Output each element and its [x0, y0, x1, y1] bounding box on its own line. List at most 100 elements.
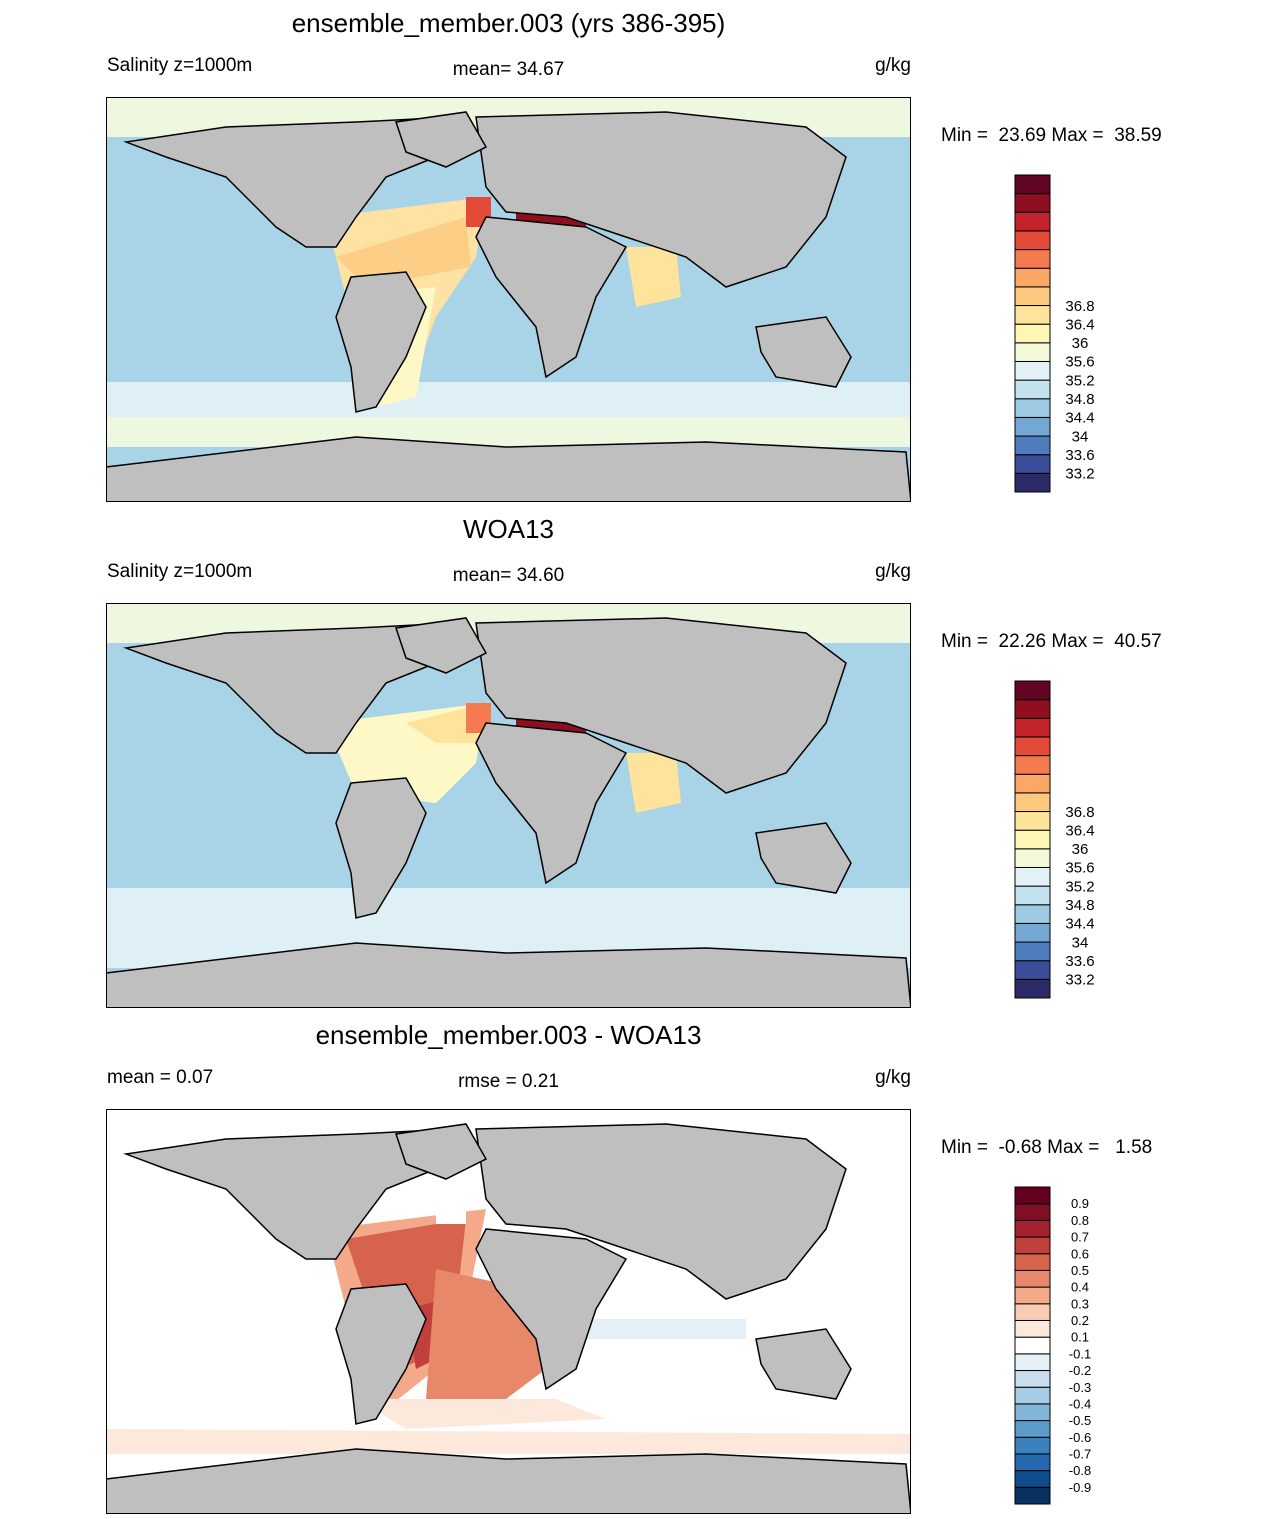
colorbar-tick-label: -0.8 — [1069, 1463, 1091, 1478]
min-max-label: Min = 22.26 Max = 40.57 — [941, 631, 1162, 652]
colorbar-swatch — [1014, 792, 1051, 813]
colorbar-tick-label: 34.8 — [1065, 897, 1094, 914]
world-map — [106, 1109, 911, 1514]
colorbar-swatch — [1014, 904, 1051, 924]
colorbar-swatch — [1014, 866, 1051, 887]
units-label: g/kg — [875, 55, 911, 76]
colorbar-swatch — [1014, 1236, 1051, 1255]
mean-label: mean = 0.07 — [107, 1067, 214, 1088]
colorbar-swatch — [1014, 1453, 1051, 1472]
colorbar: -0.9 -0.8 -0.7 -0.6 -0.5 -0.4 -0.3 -0.2 -0.1 0.1 0… — [1000, 1182, 1130, 1512]
variable-label: Salinity z=1000m — [107, 55, 253, 76]
colorbar-swatch — [1014, 960, 1051, 980]
colorbar-tick-label: -0.5 — [1069, 1413, 1091, 1428]
diff-panel: ensemble_member.003 - WOA13 mean = 0.07 … — [0, 1012, 1285, 1518]
colorbar-tick-label: 33.6 — [1065, 447, 1094, 464]
colorbar-swatch — [1014, 342, 1051, 362]
colorbar-tick-label: -0.7 — [1069, 1446, 1091, 1461]
colorbar-swatch — [1014, 193, 1051, 213]
colorbar-swatch — [1014, 1420, 1051, 1438]
colorbar-swatch — [1014, 211, 1051, 232]
panel-title: ensemble_member.003 (yrs 386-395) — [291, 8, 726, 38]
colorbar-swatch — [1014, 1203, 1051, 1221]
colorbar-swatch — [1014, 941, 1051, 962]
colorbar-swatch — [1014, 755, 1051, 775]
colorbar-tick-label: 33.2 — [1065, 466, 1094, 483]
colorbar-swatch — [1014, 773, 1051, 794]
colorbar-tick-label: 0.4 — [1071, 1280, 1089, 1295]
colorbar-swatch — [1014, 472, 1051, 493]
colorbar-tick-label: 0.1 — [1071, 1330, 1089, 1345]
colorbar-swatch — [1014, 922, 1051, 943]
colorbar-swatch — [1014, 1370, 1051, 1388]
colorbar-tick-label: 33.2 — [1065, 972, 1094, 989]
colorbar-tick-label: 34.8 — [1065, 391, 1094, 408]
panel-title: ensemble_member.003 - WOA13 — [315, 1020, 702, 1050]
colorbar-swatch — [1014, 286, 1051, 307]
colorbar-swatch — [1014, 174, 1051, 195]
colorbar-swatch — [1014, 885, 1051, 906]
colorbar-swatch — [1014, 1386, 1051, 1405]
colorbar-tick-label: 36.4 — [1065, 316, 1094, 333]
world-map — [106, 603, 911, 1008]
colorbar-tick-label: 36.4 — [1065, 822, 1094, 839]
colorbar: 33.2 33.6 34 34.4 34.8 35.2 35.6 36 36.4 36.8 — [1000, 170, 1130, 500]
colorbar-swatch — [1014, 1303, 1051, 1321]
colorbar-swatch — [1014, 305, 1051, 325]
obs-panel: WOA13 Salinity z=1000m mean= 34.60 g/kg — [0, 506, 1285, 1012]
colorbar-swatch — [1014, 1219, 1051, 1238]
colorbar-tick-label: 34 — [1072, 934, 1089, 951]
colorbar-swatch — [1014, 680, 1051, 701]
colorbar-swatch — [1014, 829, 1051, 850]
colorbar-swatch — [1014, 1486, 1051, 1505]
colorbar-swatch — [1014, 1253, 1051, 1271]
colorbar-svg: -0.9 -0.8 -0.7-0.6 -0.5 -0.4-0.3 -0.2 -0.10.1 0… — [1014, 1186, 1091, 1505]
colorbar-tick-label: -0.1 — [1069, 1346, 1091, 1361]
colorbar-swatch — [1014, 1403, 1051, 1422]
colorbar-tick-label: -0.3 — [1069, 1380, 1091, 1395]
colorbar-tick-label: 35.6 — [1065, 860, 1094, 877]
colorbar-swatch — [1014, 416, 1051, 437]
colorbar-tick-label: -0.2 — [1069, 1363, 1091, 1378]
colorbar-tick-label: -0.9 — [1069, 1480, 1091, 1495]
colorbar-tick-label: 36.8 — [1065, 298, 1094, 315]
colorbar-swatch — [1014, 848, 1051, 868]
colorbar-swatch — [1014, 1319, 1051, 1338]
colorbar-tick-label: 34.4 — [1065, 916, 1094, 933]
min-max-label: Min = -0.68 Max = 1.58 — [941, 1137, 1153, 1158]
variable-label: Salinity z=1000m — [107, 561, 253, 582]
colorbar-tick-label: -0.6 — [1069, 1430, 1091, 1445]
colorbar-tick-label: 34 — [1072, 428, 1089, 445]
mean-label: mean= 34.67 — [452, 59, 565, 80]
colorbar-swatch — [1014, 1436, 1051, 1455]
min-max-label: Min = 23.69 Max = 38.59 — [941, 125, 1162, 146]
world-map — [106, 97, 911, 502]
colorbar-swatch — [1014, 1186, 1051, 1205]
colorbar-swatch — [1014, 811, 1051, 831]
units-label: g/kg — [875, 561, 911, 582]
panel-title: WOA13 — [462, 514, 555, 544]
colorbar-tick-label: 34.4 — [1065, 410, 1094, 427]
colorbar-swatch — [1014, 379, 1051, 400]
colorbar-tick-label: 36.8 — [1065, 804, 1094, 821]
colorbar-swatch — [1014, 978, 1051, 999]
model-panel: ensemble_member.003 (yrs 386-395) Salini… — [0, 0, 1285, 506]
colorbar-tick-label: 0.6 — [1071, 1246, 1089, 1261]
colorbar-tick-label: 35.6 — [1065, 354, 1094, 371]
colorbar-swatch — [1014, 435, 1051, 456]
colorbar: 33.2 33.6 34 34.4 34.8 35.2 35.6 36 36.4 36.8 — [1000, 676, 1130, 1006]
colorbar-tick-label: 0.5 — [1071, 1263, 1089, 1278]
colorbar-swatch — [1014, 736, 1051, 757]
colorbar-tick-label: 36 — [1072, 841, 1089, 858]
colorbar-swatch — [1014, 1269, 1051, 1288]
colorbar-tick-label: 0.9 — [1071, 1196, 1089, 1211]
colorbar-swatch — [1014, 360, 1051, 381]
colorbar-tick-label: 36 — [1072, 335, 1089, 352]
colorbar-swatch — [1014, 267, 1051, 288]
colorbar-swatch — [1014, 398, 1051, 418]
colorbar-tick-label: 0.8 — [1071, 1213, 1089, 1228]
colorbar-swatch — [1014, 454, 1051, 474]
colorbar-tick-label: 35.2 — [1065, 372, 1094, 389]
mean-label: mean= 34.60 — [452, 565, 565, 586]
